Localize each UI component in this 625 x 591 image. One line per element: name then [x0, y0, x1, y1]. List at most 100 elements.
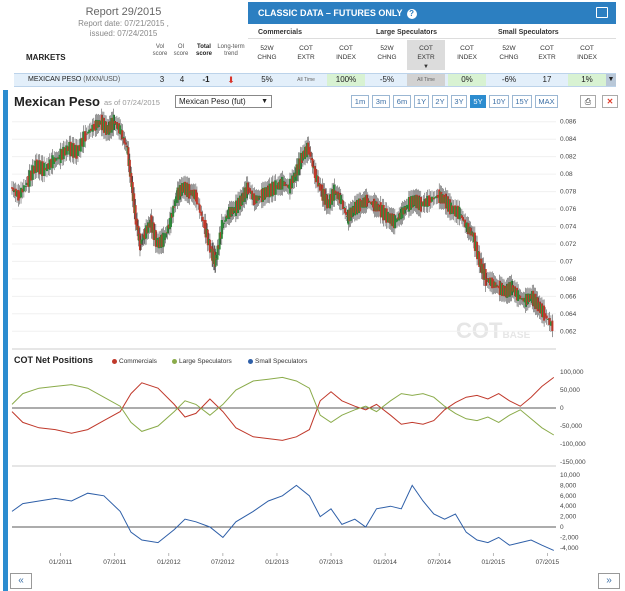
- large-extr-header[interactable]: COT EXTR ▼: [407, 40, 445, 70]
- range-button-3y[interactable]: 3Y: [451, 95, 467, 108]
- cot-y-tick: 0: [560, 405, 564, 412]
- price-candle: [512, 287, 515, 293]
- comm-52w-header[interactable]: 52W CHNG: [257, 45, 277, 61]
- range-button-1m[interactable]: 1m: [351, 95, 369, 108]
- legend-large-speculators: Large Speculators: [172, 358, 232, 365]
- expand-icon[interactable]: ▼: [606, 74, 616, 86]
- price-candle: [388, 213, 391, 223]
- range-button-10y[interactable]: 10Y: [489, 95, 509, 108]
- range-button-3m[interactable]: 3m: [372, 95, 390, 108]
- price-candle: [365, 194, 368, 207]
- range-button-5y[interactable]: 5Y: [470, 95, 486, 108]
- comm-52w-chng: 5%: [261, 75, 273, 84]
- price-candle: [91, 124, 94, 132]
- next-button[interactable]: »: [598, 573, 620, 589]
- price-candle: [287, 185, 290, 189]
- small-extr-header[interactable]: COT EXTR: [538, 45, 556, 61]
- total-score-header[interactable]: Total score: [195, 44, 212, 57]
- market-name[interactable]: MEXICAN PESO (MXN/USD): [28, 76, 121, 83]
- price-candle: [160, 234, 163, 248]
- price-candle: [412, 195, 415, 208]
- comm-extr-header[interactable]: COT EXTR: [297, 45, 315, 61]
- price-candle: [338, 192, 341, 204]
- price-candle: [155, 237, 158, 247]
- price-candle: [239, 195, 242, 210]
- price-candle: [288, 178, 291, 194]
- print-chart-icon[interactable]: ⎙: [580, 95, 596, 108]
- close-icon[interactable]: ✕: [602, 95, 618, 108]
- range-button-15y[interactable]: 15Y: [512, 95, 532, 108]
- price-candle: [192, 189, 195, 199]
- range-button-2y[interactable]: 2Y: [432, 95, 448, 108]
- price-candle: [279, 179, 282, 190]
- price-candle: [149, 219, 152, 227]
- price-y-tick: 0.086: [560, 119, 577, 126]
- price-candle: [485, 278, 488, 280]
- comm-cot-index: 100%: [327, 74, 365, 86]
- vol-score-header[interactable]: Vol score: [152, 44, 168, 57]
- contract-select[interactable]: Mexican Peso (fut) ▼: [175, 95, 272, 108]
- price-candle: [81, 137, 84, 147]
- price-candle: [491, 277, 494, 289]
- price-candle: [221, 222, 224, 229]
- price-candle: [444, 193, 447, 209]
- price-candle: [514, 288, 517, 297]
- price-candle: [197, 203, 200, 205]
- range-button-6m[interactable]: 6m: [393, 95, 411, 108]
- range-button-1y[interactable]: 1Y: [414, 95, 429, 108]
- price-candle: [524, 293, 527, 307]
- prev-button[interactable]: «: [10, 573, 32, 589]
- price-candle: [40, 161, 43, 175]
- price-candle: [104, 121, 107, 133]
- oi-score-header[interactable]: OI score: [173, 44, 189, 57]
- price-candle: [28, 170, 31, 187]
- price-candle: [75, 145, 78, 159]
- price-candle: [403, 205, 406, 214]
- large-index-header[interactable]: COT INDEX: [457, 45, 477, 61]
- price-candle: [300, 153, 303, 163]
- price-candle: [507, 283, 510, 297]
- price-candle: [385, 208, 388, 223]
- price-candle: [452, 206, 455, 215]
- price-candle: [339, 195, 342, 205]
- range-button-max[interactable]: MAX: [535, 95, 558, 108]
- price-candle: [408, 197, 411, 210]
- price-candle: [275, 185, 278, 189]
- price-candle: [530, 294, 533, 299]
- price-candle: [358, 198, 361, 214]
- price-candle: [441, 194, 444, 203]
- price-candle: [486, 278, 489, 282]
- price-candle: [282, 180, 285, 186]
- price-candle: [311, 158, 314, 168]
- price-candle: [327, 199, 330, 208]
- x-tick-label: 07/2012: [211, 559, 235, 566]
- price-candle: [208, 239, 211, 253]
- large-52w-header[interactable]: 52W CHNG: [377, 45, 397, 61]
- comm-index-header[interactable]: COT INDEX: [336, 45, 356, 61]
- price-candle: [242, 192, 245, 202]
- price-candle: [204, 219, 207, 238]
- price-candle: [460, 215, 463, 219]
- price-candle: [468, 226, 471, 234]
- price-candle: [307, 142, 310, 155]
- small-52w-header[interactable]: 52W CHNG: [499, 45, 519, 61]
- price-candle: [238, 198, 241, 210]
- price-candle: [435, 195, 438, 199]
- price-candle: [145, 225, 148, 239]
- price-candle: [110, 118, 113, 133]
- price-candle: [96, 120, 99, 128]
- small-spec-y-tick: 4,000: [560, 503, 577, 510]
- trend-header[interactable]: Long-term trend: [217, 44, 245, 57]
- price-candle: [184, 181, 187, 195]
- price-candle: [335, 192, 338, 196]
- legend-small-speculators: Small Speculators: [248, 358, 307, 365]
- print-icon[interactable]: [596, 7, 608, 18]
- price-candle: [464, 219, 467, 227]
- small-index-header[interactable]: COT INDEX: [577, 45, 597, 61]
- market-row-mexican-peso[interactable]: MEXICAN PESO (MXN/USD) 3 4 -1 ⬇ 5% All T…: [14, 73, 616, 87]
- price-candle: [368, 201, 371, 203]
- price-candle: [206, 229, 209, 246]
- price-candle: [12, 187, 15, 192]
- help-icon[interactable]: ?: [406, 8, 417, 19]
- price-candle: [106, 125, 109, 135]
